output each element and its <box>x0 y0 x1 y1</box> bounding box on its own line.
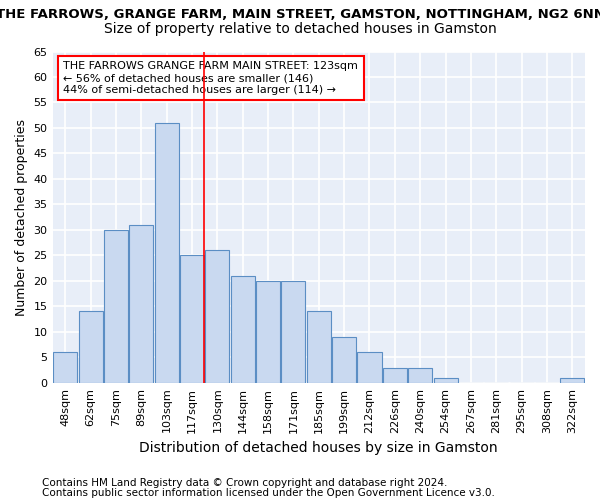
Bar <box>155 123 179 383</box>
Bar <box>434 378 458 383</box>
Bar <box>408 368 432 383</box>
Bar <box>53 352 77 383</box>
Text: THE FARROWS GRANGE FARM MAIN STREET: 123sqm
← 56% of detached houses are smaller: THE FARROWS GRANGE FARM MAIN STREET: 123… <box>63 62 358 94</box>
Text: Contains HM Land Registry data © Crown copyright and database right 2024.: Contains HM Land Registry data © Crown c… <box>42 478 448 488</box>
Bar <box>129 225 154 383</box>
X-axis label: Distribution of detached houses by size in Gamston: Distribution of detached houses by size … <box>139 441 498 455</box>
Bar <box>180 256 204 383</box>
Bar <box>281 281 305 383</box>
Bar <box>332 337 356 383</box>
Bar <box>104 230 128 383</box>
Bar <box>383 368 407 383</box>
Bar <box>256 281 280 383</box>
Bar <box>307 312 331 383</box>
Y-axis label: Number of detached properties: Number of detached properties <box>15 118 28 316</box>
Text: Size of property relative to detached houses in Gamston: Size of property relative to detached ho… <box>104 22 496 36</box>
Bar <box>560 378 584 383</box>
Bar <box>205 250 229 383</box>
Text: THE FARROWS, GRANGE FARM, MAIN STREET, GAMSTON, NOTTINGHAM, NG2 6NN: THE FARROWS, GRANGE FARM, MAIN STREET, G… <box>0 8 600 20</box>
Bar <box>79 312 103 383</box>
Bar <box>230 276 255 383</box>
Bar <box>358 352 382 383</box>
Text: Contains public sector information licensed under the Open Government Licence v3: Contains public sector information licen… <box>42 488 495 498</box>
